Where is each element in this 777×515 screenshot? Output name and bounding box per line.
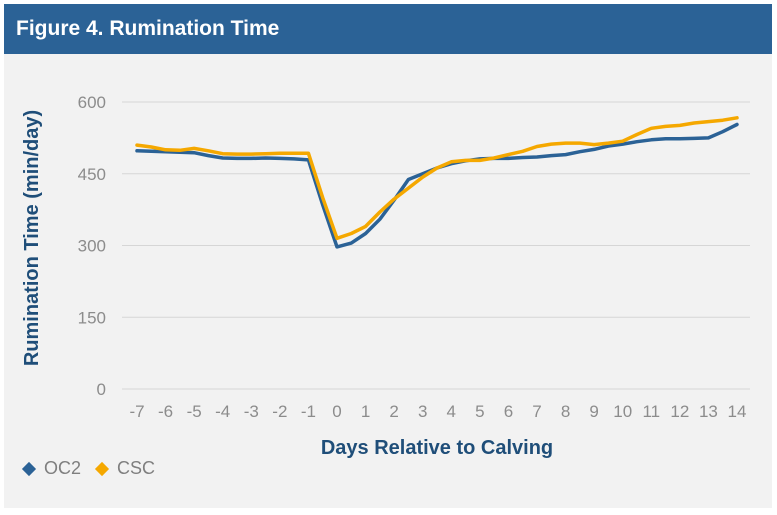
y-tick-label: 450 (78, 165, 106, 184)
chart-frame (4, 4, 772, 508)
x-tick-label: 8 (561, 402, 570, 421)
x-tick-label: 0 (332, 402, 341, 421)
x-tick-label: 7 (532, 402, 541, 421)
x-tick-label: 12 (670, 402, 689, 421)
series-line-csc (135, 116, 739, 241)
x-tick-label: -3 (244, 402, 259, 421)
x-tick-label: 11 (642, 402, 660, 421)
x-tick-label: 6 (504, 402, 513, 421)
y-tick-label: 300 (78, 237, 106, 256)
x-tick-label: 4 (447, 402, 456, 421)
y-tick-label: 600 (78, 93, 106, 112)
x-tick-label: -6 (158, 402, 173, 421)
y-axis-title: Rumination Time (min/day) (21, 110, 43, 366)
y-tick-label: 150 (78, 308, 106, 327)
chart-title: Figure 4. Rumination Time (16, 17, 280, 40)
x-tick-label: 3 (418, 402, 427, 421)
x-tick-label: 9 (589, 402, 598, 421)
x-tick-label: 14 (728, 402, 747, 421)
legend-item-oc2: OC2 (21, 458, 82, 479)
series-line-oc2 (135, 122, 739, 249)
x-tick-label: -1 (301, 402, 316, 421)
legend-item-csc: CSC (94, 458, 156, 479)
x-tick-label: 10 (613, 402, 632, 421)
legend-label: OC2 (44, 458, 82, 478)
x-tick-label: 1 (361, 402, 370, 421)
x-tick-label: 13 (699, 402, 718, 421)
legend-label: CSC (117, 458, 156, 478)
title-bar: Figure 4. Rumination Time (4, 4, 772, 54)
y-tick-label: 0 (97, 380, 106, 399)
legend: OC2 CSC (21, 458, 171, 479)
diamond-marker-icon (94, 461, 110, 476)
x-tick-label: 5 (475, 402, 484, 421)
x-axis-title: Days Relative to Calving (321, 437, 553, 459)
x-tick-label: -4 (215, 402, 230, 421)
x-tick-label: -2 (272, 402, 287, 421)
x-tick-label: -7 (129, 402, 144, 421)
x-tick-label: 2 (389, 402, 398, 421)
diamond-marker-icon (21, 461, 37, 476)
x-tick-label: -5 (187, 402, 202, 421)
